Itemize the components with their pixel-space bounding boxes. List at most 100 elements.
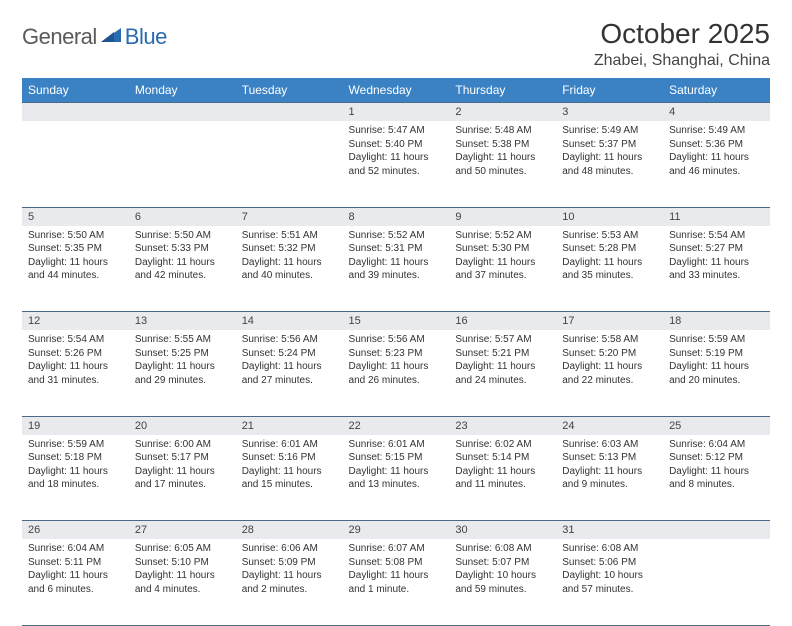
sunrise-line: Sunrise: 6:01 AM	[242, 438, 337, 452]
day-content: Sunrise: 6:08 AMSunset: 5:06 PMDaylight:…	[556, 539, 663, 602]
sunset-line: Sunset: 5:25 PM	[135, 347, 230, 361]
day-cell: Sunrise: 5:53 AMSunset: 5:28 PMDaylight:…	[556, 226, 663, 312]
day-content: Sunrise: 6:06 AMSunset: 5:09 PMDaylight:…	[236, 539, 343, 602]
day-number-cell: 11	[663, 207, 770, 226]
day-content: Sunrise: 6:03 AMSunset: 5:13 PMDaylight:…	[556, 435, 663, 498]
day-number-cell: 27	[129, 521, 236, 540]
day-cell: Sunrise: 5:52 AMSunset: 5:30 PMDaylight:…	[449, 226, 556, 312]
sunrise-line: Sunrise: 5:58 AM	[562, 333, 657, 347]
daylight-line: Daylight: 11 hours and 44 minutes.	[28, 256, 123, 283]
sunrise-line: Sunrise: 6:07 AM	[349, 542, 444, 556]
day-cell: Sunrise: 6:02 AMSunset: 5:14 PMDaylight:…	[449, 435, 556, 521]
day-number-row: 262728293031	[22, 521, 770, 540]
sunrise-line: Sunrise: 6:06 AM	[242, 542, 337, 556]
daylight-line: Daylight: 11 hours and 8 minutes.	[669, 465, 764, 492]
day-number-cell: 18	[663, 312, 770, 331]
day-number-cell: 4	[663, 103, 770, 122]
sunset-line: Sunset: 5:20 PM	[562, 347, 657, 361]
daylight-line: Daylight: 11 hours and 26 minutes.	[349, 360, 444, 387]
daylight-line: Daylight: 10 hours and 57 minutes.	[562, 569, 657, 596]
daylight-line: Daylight: 11 hours and 15 minutes.	[242, 465, 337, 492]
sunset-line: Sunset: 5:16 PM	[242, 451, 337, 465]
day-cell: Sunrise: 6:04 AMSunset: 5:12 PMDaylight:…	[663, 435, 770, 521]
sunset-line: Sunset: 5:28 PM	[562, 242, 657, 256]
day-cell: Sunrise: 5:58 AMSunset: 5:20 PMDaylight:…	[556, 330, 663, 416]
brand-text-2: Blue	[125, 24, 167, 50]
day-number-cell	[129, 103, 236, 122]
day-content: Sunrise: 6:04 AMSunset: 5:12 PMDaylight:…	[663, 435, 770, 498]
weekday-header-cell: Tuesday	[236, 78, 343, 103]
sunrise-line: Sunrise: 5:56 AM	[242, 333, 337, 347]
day-cell: Sunrise: 5:49 AMSunset: 5:36 PMDaylight:…	[663, 121, 770, 207]
day-cell: Sunrise: 6:08 AMSunset: 5:06 PMDaylight:…	[556, 539, 663, 625]
day-cell: Sunrise: 6:01 AMSunset: 5:16 PMDaylight:…	[236, 435, 343, 521]
day-cell: Sunrise: 5:51 AMSunset: 5:32 PMDaylight:…	[236, 226, 343, 312]
week-content-row: Sunrise: 6:04 AMSunset: 5:11 PMDaylight:…	[22, 539, 770, 625]
day-cell: Sunrise: 6:01 AMSunset: 5:15 PMDaylight:…	[343, 435, 450, 521]
day-cell: Sunrise: 5:52 AMSunset: 5:31 PMDaylight:…	[343, 226, 450, 312]
day-number-cell: 29	[343, 521, 450, 540]
daylight-line: Daylight: 11 hours and 35 minutes.	[562, 256, 657, 283]
daylight-line: Daylight: 11 hours and 2 minutes.	[242, 569, 337, 596]
day-content: Sunrise: 5:56 AMSunset: 5:23 PMDaylight:…	[343, 330, 450, 393]
sunrise-line: Sunrise: 5:54 AM	[28, 333, 123, 347]
sunrise-line: Sunrise: 6:08 AM	[455, 542, 550, 556]
daylight-line: Daylight: 11 hours and 22 minutes.	[562, 360, 657, 387]
day-number-cell: 24	[556, 416, 663, 435]
day-number-cell: 5	[22, 207, 129, 226]
daylight-line: Daylight: 11 hours and 27 minutes.	[242, 360, 337, 387]
sunrise-line: Sunrise: 5:47 AM	[349, 124, 444, 138]
day-content: Sunrise: 5:57 AMSunset: 5:21 PMDaylight:…	[449, 330, 556, 393]
sunset-line: Sunset: 5:31 PM	[349, 242, 444, 256]
sunset-line: Sunset: 5:40 PM	[349, 138, 444, 152]
daylight-line: Daylight: 11 hours and 46 minutes.	[669, 151, 764, 178]
day-cell: Sunrise: 6:03 AMSunset: 5:13 PMDaylight:…	[556, 435, 663, 521]
day-number-cell: 26	[22, 521, 129, 540]
sunrise-line: Sunrise: 5:52 AM	[455, 229, 550, 243]
week-content-row: Sunrise: 5:59 AMSunset: 5:18 PMDaylight:…	[22, 435, 770, 521]
sunrise-line: Sunrise: 5:50 AM	[28, 229, 123, 243]
sunrise-line: Sunrise: 5:52 AM	[349, 229, 444, 243]
sunrise-line: Sunrise: 5:53 AM	[562, 229, 657, 243]
day-content: Sunrise: 6:01 AMSunset: 5:15 PMDaylight:…	[343, 435, 450, 498]
sunset-line: Sunset: 5:23 PM	[349, 347, 444, 361]
sunrise-line: Sunrise: 5:55 AM	[135, 333, 230, 347]
sunset-line: Sunset: 5:17 PM	[135, 451, 230, 465]
day-number-row: 1234	[22, 103, 770, 122]
sunset-line: Sunset: 5:26 PM	[28, 347, 123, 361]
weekday-header-cell: Sunday	[22, 78, 129, 103]
title-block: October 2025 Zhabei, Shanghai, China	[594, 18, 770, 70]
week-content-row: Sunrise: 5:50 AMSunset: 5:35 PMDaylight:…	[22, 226, 770, 312]
sunset-line: Sunset: 5:09 PM	[242, 556, 337, 570]
day-number-row: 12131415161718	[22, 312, 770, 331]
sunrise-line: Sunrise: 5:49 AM	[562, 124, 657, 138]
day-content: Sunrise: 5:53 AMSunset: 5:28 PMDaylight:…	[556, 226, 663, 289]
daylight-line: Daylight: 11 hours and 1 minute.	[349, 569, 444, 596]
weekday-header-cell: Wednesday	[343, 78, 450, 103]
week-content-row: Sunrise: 5:47 AMSunset: 5:40 PM Daylight:…	[22, 121, 770, 207]
day-cell: Sunrise: 6:04 AMSunset: 5:11 PMDaylight:…	[22, 539, 129, 625]
day-cell: Sunrise: 5:55 AMSunset: 5:25 PMDaylight:…	[129, 330, 236, 416]
day-cell: Sunrise: 5:54 AMSunset: 5:27 PMDaylight:…	[663, 226, 770, 312]
day-cell: Sunrise: 6:00 AMSunset: 5:17 PMDaylight:…	[129, 435, 236, 521]
month-title: October 2025	[594, 18, 770, 50]
day-number-cell: 19	[22, 416, 129, 435]
sunrise-line: Sunrise: 5:57 AM	[455, 333, 550, 347]
sunrise-line: Sunrise: 6:03 AM	[562, 438, 657, 452]
day-content: Sunrise: 5:54 AMSunset: 5:26 PMDaylight:…	[22, 330, 129, 393]
day-content: Sunrise: 5:49 AMSunset: 5:37 PMDaylight:…	[556, 121, 663, 184]
day-content: Sunrise: 5:59 AMSunset: 5:18 PMDaylight:…	[22, 435, 129, 498]
day-number-cell: 2	[449, 103, 556, 122]
day-content: Sunrise: 6:01 AMSunset: 5:16 PMDaylight:…	[236, 435, 343, 498]
day-cell	[129, 121, 236, 207]
sunrise-line: Sunrise: 6:04 AM	[669, 438, 764, 452]
day-number-cell: 17	[556, 312, 663, 331]
day-content: Sunrise: 5:52 AMSunset: 5:30 PMDaylight:…	[449, 226, 556, 289]
day-content: Sunrise: 5:58 AMSunset: 5:20 PMDaylight:…	[556, 330, 663, 393]
day-content: Sunrise: 5:51 AMSunset: 5:32 PMDaylight:…	[236, 226, 343, 289]
sunset-line: Sunset: 5:18 PM	[28, 451, 123, 465]
day-cell: Sunrise: 6:05 AMSunset: 5:10 PMDaylight:…	[129, 539, 236, 625]
day-content: Sunrise: 6:02 AMSunset: 5:14 PMDaylight:…	[449, 435, 556, 498]
daylight-line: Daylight: 11 hours and 39 minutes.	[349, 256, 444, 283]
sunset-line: Sunset: 5:12 PM	[669, 451, 764, 465]
